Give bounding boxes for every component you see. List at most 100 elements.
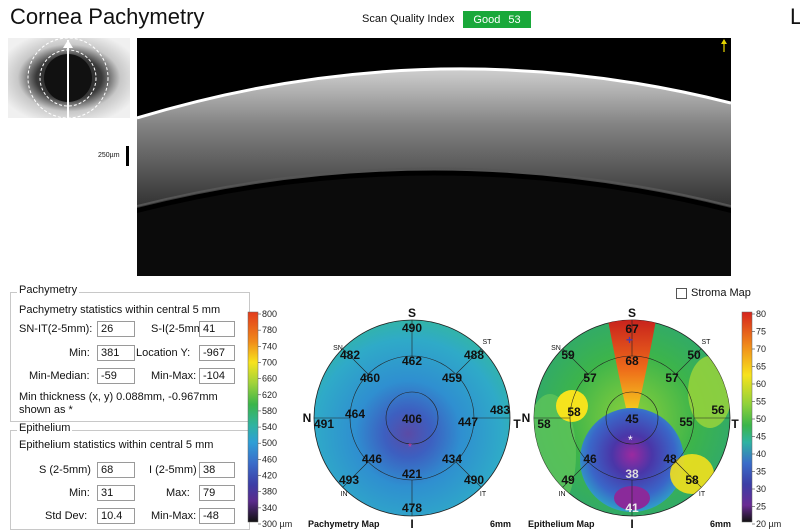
epithelium-map[interactable]: * + 45 67 41 58 56 59 50 49 58 68 38 58 …	[520, 304, 742, 530]
min-thickness-note: Min thickness (x, y) 0.088mm, -0.967mm	[19, 391, 218, 403]
stroma-map-toggle[interactable]: Stroma Map	[676, 287, 751, 299]
epi-max-value: 79	[199, 485, 235, 501]
epi-dir-t: T	[731, 417, 739, 431]
pachy-dir-t: T	[513, 417, 521, 431]
pachy-sn-outer-value: 482	[340, 348, 360, 362]
epi-max-label: Max:	[166, 487, 190, 499]
scan-quality-badge: Good 53	[463, 11, 531, 28]
epi-t-outer-value: 56	[711, 403, 725, 417]
pachymetry-map-size: 6mm	[490, 519, 511, 529]
page-title: Cornea Pachymetry	[10, 4, 205, 29]
pachy-n-outer-value: 491	[314, 417, 334, 431]
scale-label: 250µm	[98, 152, 120, 159]
pachy-it-inner-value: 434	[442, 452, 462, 466]
min-max-label: Min-Max:	[151, 370, 197, 382]
epi-scale-tick-label: 75	[756, 327, 766, 337]
scan-quality-value: 53	[508, 13, 521, 26]
epi-scale-tick-label: 60	[756, 379, 766, 389]
pachy-scale-tick-label: 380	[262, 487, 277, 497]
pachy-scale-tick-label: 800	[262, 309, 277, 319]
epi-n-inner-value: 58	[567, 405, 581, 419]
epi-sn-label: SN	[551, 345, 561, 352]
s-i-value: 41	[199, 321, 235, 337]
pachy-it-outer-value: 490	[464, 473, 484, 487]
min-point-marker: *	[408, 442, 412, 453]
pachy-t-outer-value: 483	[490, 403, 510, 417]
location-y-value: -967	[199, 345, 235, 361]
pachy-scale-tick-label: 740	[262, 341, 277, 351]
eye-thumbnail[interactable]	[8, 38, 130, 118]
epi-scale-tick-label: 50	[756, 414, 766, 424]
pachy-dir-s: S	[408, 306, 416, 320]
epi-scale-tick-label: 40	[756, 449, 766, 459]
epi-std-value: 10.4	[97, 508, 135, 524]
pachy-scale-tick-label: 540	[262, 422, 277, 432]
pachy-i-outer-value: 478	[402, 501, 422, 515]
min-median-label: Min-Median:	[29, 370, 90, 382]
epi-i-label: I (2-5mm)	[149, 464, 197, 476]
pachy-it-label: IT	[480, 491, 487, 498]
pachy-s-inner-value: 462	[402, 354, 422, 368]
epi-in-label: IN	[559, 491, 566, 498]
epi-std-label: Std Dev:	[45, 510, 88, 522]
pachy-scale-tick-label: 460	[262, 454, 277, 464]
epi-min-marker: *	[628, 433, 633, 447]
epi-t-inner-value: 55	[679, 415, 693, 429]
epi-st-label: ST	[702, 339, 712, 346]
epi-in-inner-value: 46	[583, 452, 597, 466]
epi-sn-outer-value: 59	[561, 348, 575, 362]
pachymetry-map-caption: Pachymetry Map	[308, 519, 380, 529]
epi-dir-s: S	[628, 306, 636, 320]
pachy-sn-inner-value: 460	[360, 371, 380, 385]
pachy-scale-tick-label: 340	[262, 503, 277, 513]
min-median-value: -59	[97, 368, 135, 384]
epi-scale-tick-label: 30	[756, 484, 766, 494]
pachy-i-inner-value: 421	[402, 467, 422, 481]
scan-quality-status: Good	[473, 13, 501, 26]
epi-s-inner-value: 68	[625, 354, 639, 368]
pachy-scale-tick-label: 500	[262, 438, 277, 448]
epi-i-outer-value: 41	[625, 501, 639, 515]
epithelium-stats-title: Epithelium statistics within central 5 m…	[19, 439, 214, 451]
epi-center-value: 45	[625, 412, 639, 426]
pachy-in-outer-value: 493	[339, 473, 359, 487]
stroma-map-checkbox[interactable]	[676, 287, 687, 299]
epithelium-section-title: Epithelium	[17, 422, 73, 434]
pachy-scale-tick-label: 780	[262, 325, 277, 335]
pachymetry-stats-title: Pachymetry statistics within central 5 m…	[19, 304, 221, 316]
oct-scan-image[interactable]	[137, 38, 731, 276]
epi-dir-n: N	[522, 411, 531, 425]
epi-it-outer-value: 58	[685, 473, 699, 487]
location-y-label: Location Y:	[136, 347, 191, 359]
min-label: Min:	[69, 347, 90, 359]
epi-in-outer-value: 49	[561, 473, 575, 487]
epi-scale-tick-label: 20 µm	[756, 519, 781, 529]
pachy-n-inner-value: 464	[345, 407, 365, 421]
epi-scale-tick-label: 80	[756, 309, 766, 319]
epi-st-outer-value: 50	[687, 348, 701, 362]
pachy-s-outer-value: 490	[402, 321, 422, 335]
sn-it-label: SN-IT(2-5mm):	[19, 323, 93, 335]
epi-scale-tick-label: 55	[756, 397, 766, 407]
pachymetry-section-title: Pachymetry	[17, 284, 80, 296]
pachy-scale-tick-label: 700	[262, 357, 277, 367]
epi-it-inner-value: 48	[663, 452, 677, 466]
epi-i-inner-value: 38	[625, 467, 639, 481]
eye-side-label: L-	[790, 4, 800, 29]
scale-bar	[126, 146, 129, 166]
epi-s-label: S (2-5mm)	[39, 464, 91, 476]
scan-quality-label: Scan Quality Index	[362, 13, 455, 25]
pachy-st-outer-value: 488	[464, 348, 484, 362]
epithelium-color-scale: 80 75 70 65 60 55 50 45 40 35 30 25 20 µm	[741, 309, 781, 529]
pachymetry-map[interactable]: * 406 490 478 491 483 482 488 493 490 46…	[298, 304, 528, 530]
sn-it-value: 26	[97, 321, 135, 337]
epi-max-marker: +	[626, 333, 633, 347]
pachymetry-color-scale: 800 780 740 700 660 620 580 540 500 460 420 380 340 3…	[247, 309, 292, 529]
epi-min-max-value: -48	[199, 508, 235, 524]
epi-s-value: 68	[97, 462, 135, 478]
min-value: 381	[97, 345, 135, 361]
epi-min-max-label: Min-Max:	[151, 510, 197, 522]
epi-scale-tick-label: 65	[756, 362, 766, 372]
min-thickness-note-2: shown as *	[19, 404, 73, 416]
epi-scale-tick-label: 35	[756, 467, 766, 477]
